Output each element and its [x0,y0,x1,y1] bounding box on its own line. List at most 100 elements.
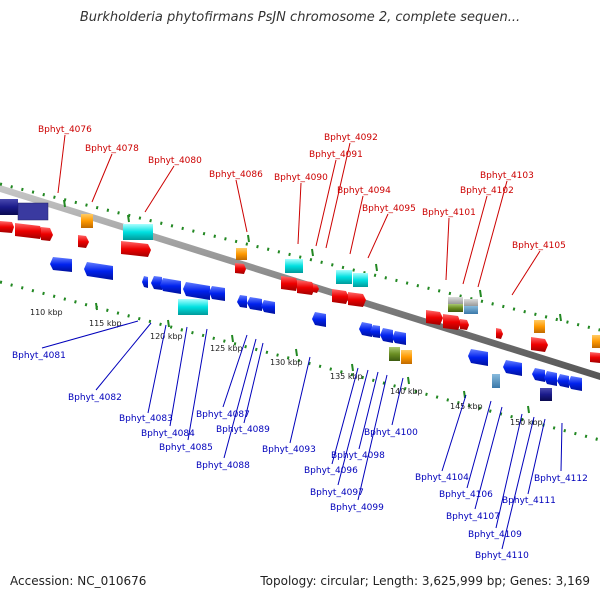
gene-feature[interactable] [389,347,400,361]
kbp-label: 150 kbp [510,418,543,427]
gene-feature[interactable] [540,388,552,401]
gene-feature[interactable] [0,199,18,215]
gene-feature[interactable] [336,270,352,284]
gene-feature[interactable] [297,280,315,295]
gene-label[interactable]: Bphyt_4090 [274,173,328,183]
gene-feature[interactable] [353,273,368,287]
gene-feature[interactable] [178,299,208,315]
major-ticks [63,199,562,414]
gene-feature[interactable] [534,320,545,333]
gene-feature[interactable] [460,319,469,330]
gene-feature[interactable] [235,263,246,274]
gene-feature[interactable] [237,295,247,308]
gene-label[interactable]: Bphyt_4092 [324,133,378,143]
gene-feature[interactable] [392,331,406,345]
gene-feature[interactable] [531,337,548,352]
gene-feature[interactable] [359,322,372,337]
gene-label[interactable]: Bphyt_4083 [119,414,173,424]
gene-feature[interactable] [468,349,488,366]
gene-label[interactable]: Bphyt_4103 [480,171,534,181]
gene-feature[interactable] [15,223,43,239]
gene-feature[interactable] [380,328,393,343]
gene-feature[interactable] [544,371,557,386]
gene-feature[interactable] [568,376,582,391]
gene-feature[interactable] [348,292,366,307]
gene-label[interactable]: Bphyt_4082 [68,393,122,403]
gene-feature[interactable] [592,335,600,348]
gene-feature[interactable] [151,276,162,290]
gene-feature[interactable] [285,259,303,273]
gene-feature[interactable] [261,300,275,314]
gene-label[interactable]: Bphyt_4109 [468,530,522,540]
gene-feature[interactable] [590,352,600,363]
gene-label[interactable]: Bphyt_4091 [309,150,363,160]
gene-label[interactable]: Bphyt_4088 [196,461,250,471]
gene-feature[interactable] [281,276,298,291]
gene-label[interactable]: Bphyt_4110 [475,551,529,561]
kbp-label: 140 kbp [390,387,423,396]
gene-feature[interactable] [50,257,72,272]
gene-label[interactable]: Bphyt_4105 [512,241,566,251]
gene-feature[interactable] [496,328,503,339]
gene-label[interactable]: Bphyt_4085 [159,443,213,453]
gene-feature[interactable] [464,299,478,306]
gene-feature[interactable] [503,360,522,376]
gene-label[interactable]: Bphyt_4100 [364,428,418,438]
gene-feature[interactable] [492,374,500,388]
gene-feature[interactable] [401,350,412,364]
gene-label[interactable]: Bphyt_4086 [209,170,263,180]
kbp-label: 115 kbp [89,319,122,328]
gene-label[interactable]: Bphyt_4098 [331,451,385,461]
gene-feature[interactable] [312,312,326,327]
gene-feature[interactable] [0,221,14,233]
gene-feature[interactable] [448,297,463,304]
gene-label[interactable]: Bphyt_4078 [85,144,139,154]
gene-label[interactable]: Bphyt_4111 [502,496,556,506]
gene-feature[interactable] [557,374,569,388]
gene-label[interactable]: Bphyt_4084 [141,429,195,439]
gene-label[interactable]: Bphyt_4097 [310,488,364,498]
gene-feature[interactable] [236,248,247,260]
gene-feature[interactable] [370,325,380,338]
gene-label[interactable]: Bphyt_4104 [415,473,469,483]
gene-feature[interactable] [443,314,461,330]
kbp-label: 120 kbp [150,332,183,341]
gene-label[interactable]: Bphyt_4080 [148,156,202,166]
gene-label[interactable]: Bphyt_4101 [422,208,476,218]
top-leader-lines [57,134,541,296]
gene-feature[interactable] [313,284,319,293]
gene-label[interactable]: Bphyt_4107 [446,512,500,522]
gene-feature[interactable] [464,306,478,314]
gene-label[interactable]: Bphyt_4099 [330,503,384,513]
gene-label[interactable]: Bphyt_4093 [262,445,316,455]
gene-feature[interactable] [78,235,89,248]
gene-feature[interactable] [160,278,181,294]
kbp-label: 145 kbp [450,402,483,411]
gene-label[interactable]: Bphyt_4081 [12,351,66,361]
gene-label[interactable]: Bphyt_4087 [196,410,250,420]
gene-label[interactable]: Bphyt_4095 [362,204,416,214]
gene-feature[interactable] [123,224,153,240]
gene-label[interactable]: Bphyt_4106 [439,490,493,500]
gene-label[interactable]: Bphyt_4089 [216,425,270,435]
gene-label[interactable]: Bphyt_4076 [38,125,92,135]
gene-feature[interactable] [332,289,349,304]
gene-feature[interactable] [448,304,463,312]
gene-feature[interactable] [84,262,113,280]
gene-feature[interactable] [183,282,210,300]
gene-feature[interactable] [247,297,262,311]
gene-feature[interactable] [41,227,53,241]
gene-label[interactable]: Bphyt_4096 [304,466,358,476]
gene-feature[interactable] [532,368,545,382]
gene-feature[interactable] [17,202,49,221]
gene-feature[interactable] [142,276,148,288]
gene-label[interactable]: Bphyt_4112 [534,474,588,484]
tick-track-top [0,182,600,332]
gene-label[interactable]: Bphyt_4102 [460,186,514,196]
gene-label[interactable]: Bphyt_4094 [337,186,391,196]
gene-feature[interactable] [209,286,225,301]
gene-feature[interactable] [426,310,443,325]
gene-feature[interactable] [121,241,151,257]
gene-feature[interactable] [81,214,93,228]
